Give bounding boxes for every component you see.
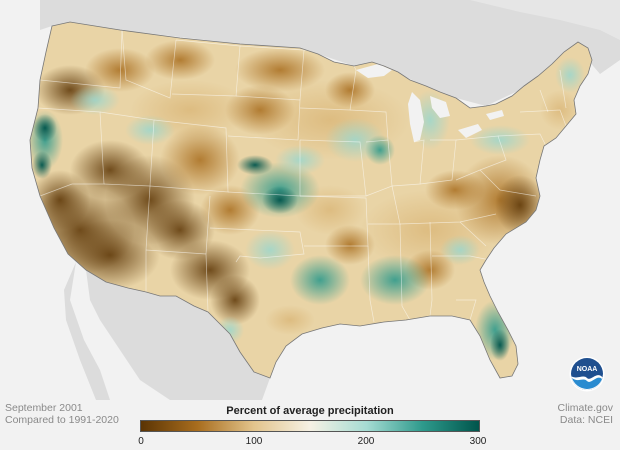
credits: Climate.gov Data: NCEI <box>558 402 613 426</box>
legend-title: Percent of average precipitation <box>226 405 394 417</box>
noaa-logo-icon: NOAA <box>569 356 605 392</box>
noaa-logo: NOAA <box>569 356 605 392</box>
caption: September 2001 Compared to 1991-2020 <box>5 402 119 426</box>
caption-period: September 2001 <box>5 402 83 414</box>
legend-tick-300: 300 <box>469 436 487 447</box>
legend-color-bar <box>140 420 480 432</box>
credit-site: Climate.gov <box>557 402 613 414</box>
map-svg <box>29 0 620 400</box>
legend-tick-0: 0 <box>138 436 144 447</box>
caption-comparison: Compared to 1991-2020 <box>5 414 119 426</box>
legend-tick-200: 200 <box>357 436 375 447</box>
legend-tick-100: 100 <box>245 436 263 447</box>
credit-data-source: Data: NCEI <box>559 414 613 426</box>
great-lakes <box>356 64 504 142</box>
surrounding-land <box>40 0 620 400</box>
state-borders <box>37 29 567 323</box>
noaa-logo-text: NOAA <box>577 366 598 373</box>
precipitation-map <box>29 0 620 400</box>
